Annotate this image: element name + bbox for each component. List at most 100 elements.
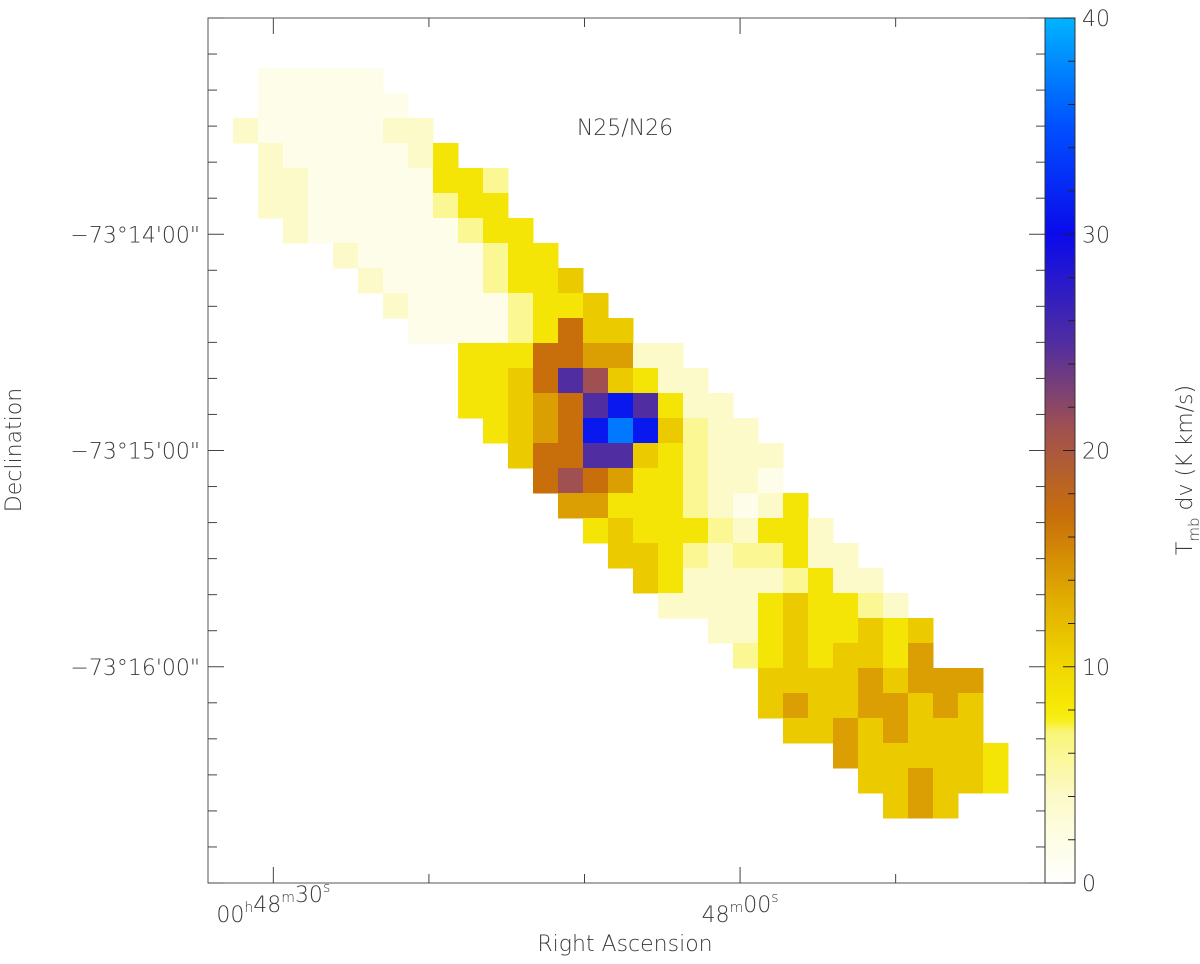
heatmap-cell (533, 343, 559, 369)
heatmap-cell (958, 668, 984, 694)
heatmap-cell (533, 468, 559, 494)
heatmap-cell (883, 693, 909, 719)
x-tick-label-part: s (323, 880, 330, 896)
heatmap-cell (633, 493, 659, 519)
heatmap-cell (883, 793, 909, 819)
heatmap-cell (433, 168, 459, 194)
heatmap-cell (758, 518, 784, 544)
heatmap-cell (308, 218, 334, 244)
heatmap-cell (258, 118, 284, 144)
heatmap-cell (558, 293, 584, 319)
heatmap-cell (683, 568, 709, 594)
heatmap-cell (758, 568, 784, 594)
heatmap-cell (658, 343, 684, 369)
heatmap-cell (733, 543, 759, 569)
heatmap-cell (783, 668, 809, 694)
heatmap-cell (733, 568, 759, 594)
heatmap-cell (408, 268, 434, 294)
heatmap-cell (733, 518, 759, 544)
heatmap-cell (833, 743, 859, 769)
heatmap-cell (883, 643, 909, 669)
heatmap-cell (283, 68, 309, 94)
heatmap-cell (758, 468, 784, 494)
heatmap-cell (708, 443, 734, 469)
heatmap-cell (958, 768, 984, 794)
colorbar-label-main: T (1173, 542, 1198, 555)
heatmap-cell (733, 443, 759, 469)
heatmap-cell (508, 218, 534, 244)
heatmap-cell (733, 493, 759, 519)
heatmap-cell (408, 193, 434, 219)
heatmap-cell (308, 168, 334, 194)
heatmap-cell (683, 468, 709, 494)
heatmap-cell (483, 368, 509, 394)
heatmap-cell (808, 668, 834, 694)
heatmap-cell (933, 743, 959, 769)
heatmap-cell (333, 193, 359, 219)
heatmap-cell (858, 643, 884, 669)
heatmap-cell (833, 543, 859, 569)
x-tick-label: 00h48m30s (216, 880, 330, 928)
heatmap-cell (408, 118, 434, 144)
heatmap-cell (408, 243, 434, 269)
heatmap-cell (658, 493, 684, 519)
heatmap-cell (458, 393, 484, 419)
heatmap-cell (658, 593, 684, 619)
x-tick-label-part: 00 (216, 903, 244, 928)
heatmap-cell (483, 168, 509, 194)
heatmap-cell (783, 493, 809, 519)
heatmap-cell (958, 718, 984, 744)
heatmap-cell (308, 193, 334, 219)
heatmap-cell (558, 268, 584, 294)
heatmap-cell (558, 368, 584, 394)
heatmap-cell (908, 768, 934, 794)
heatmap-cell (683, 543, 709, 569)
heatmap (233, 68, 1009, 819)
chart-title: N25/N26 (577, 116, 673, 141)
heatmap-cell (883, 593, 909, 619)
heatmap-cell (383, 243, 409, 269)
heatmap-cell (883, 618, 909, 644)
heatmap-cell (258, 68, 284, 94)
heatmap-cell (458, 193, 484, 219)
heatmap-cell (808, 568, 834, 594)
heatmap-cell (908, 618, 934, 644)
heatmap-cell (533, 393, 559, 419)
heatmap-cell (808, 543, 834, 569)
heatmap-cell (833, 593, 859, 619)
heatmap-cell (483, 218, 509, 244)
heatmap-cell (258, 143, 284, 169)
colorbar-tick-label: 30 (1082, 223, 1110, 248)
heatmap-cell (633, 418, 659, 444)
heatmap-cell (333, 68, 359, 94)
heatmap-cell (708, 493, 734, 519)
heatmap-cell (283, 193, 309, 219)
heatmap-cell (433, 218, 459, 244)
heatmap-cell (508, 318, 534, 344)
y-axis-label: Declination (2, 388, 27, 512)
heatmap-cell (508, 368, 534, 394)
heatmap-cell (408, 293, 434, 319)
heatmap-cell (958, 743, 984, 769)
heatmap-cell (733, 418, 759, 444)
heatmap-cell (383, 268, 409, 294)
heatmap-cell (458, 293, 484, 319)
heatmap-cell (383, 168, 409, 194)
heatmap-cell (783, 618, 809, 644)
colorbar-label: Tmb dv (K km/s) (1173, 385, 1200, 555)
heatmap-cell (433, 318, 459, 344)
heatmap-cell (858, 618, 884, 644)
y-tick-label: −73°14'00" (70, 223, 200, 248)
y-axis: −73°14'00" −73°15'00" −73°16'00" (70, 17, 1045, 884)
heatmap-cell (883, 768, 909, 794)
x-axis-label: Right Ascension (537, 932, 712, 957)
x-tick-label-part: s (771, 890, 778, 906)
heatmap-cell (708, 618, 734, 644)
colorbar-axis: 0 10 20 30 40 (1063, 7, 1110, 897)
colorbar-tick-label: 20 (1082, 440, 1110, 465)
heatmap-cell (333, 143, 359, 169)
heatmap-cell (358, 168, 384, 194)
heatmap-cell (933, 693, 959, 719)
heatmap-cell (708, 393, 734, 419)
